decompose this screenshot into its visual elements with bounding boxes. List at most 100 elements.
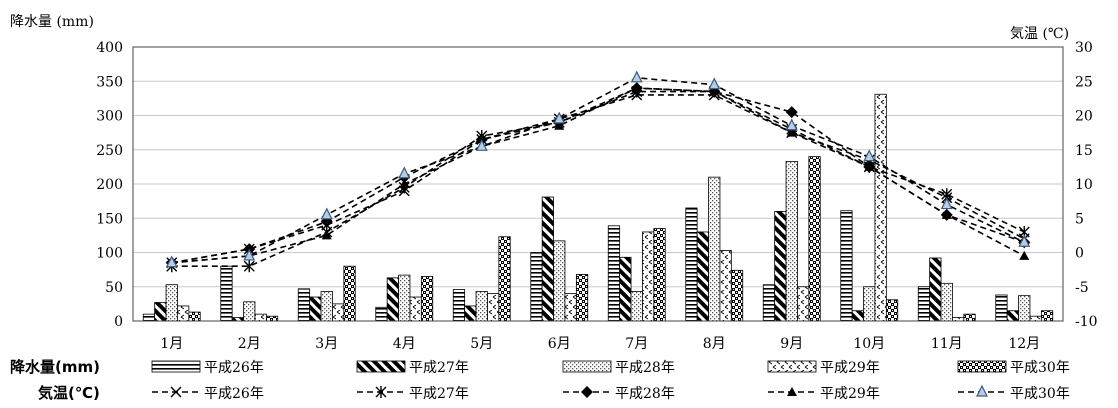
bar-平成27年 bbox=[929, 257, 942, 322]
point-平成30年 bbox=[940, 197, 953, 210]
point-平成29年 bbox=[399, 179, 410, 188]
bar-平成30年 bbox=[343, 265, 356, 322]
bar-平成30年 bbox=[885, 299, 899, 322]
left-tick-label: 150 bbox=[96, 211, 123, 227]
right-axis: -10 -5 0 5 10 15 20 25 30 bbox=[1075, 40, 1098, 330]
line-平成29年 bbox=[171, 87, 1025, 264]
bar-平成26年 bbox=[607, 225, 621, 322]
x-tick-label: 5月 bbox=[470, 336, 493, 352]
left-axis-title: 降水量 (mm) bbox=[10, 14, 94, 30]
x-tick-label: 6月 bbox=[548, 336, 571, 352]
point-平成28年 bbox=[785, 106, 798, 119]
x-tick-label: 2月 bbox=[238, 336, 261, 352]
bar-平成28年 bbox=[1018, 295, 1031, 322]
bar-平成29年 bbox=[487, 293, 500, 322]
point-平成30年 bbox=[785, 118, 798, 131]
right-tick-label: 10 bbox=[1075, 177, 1093, 193]
bar-平成29年 bbox=[564, 293, 577, 322]
right-tick-label: -10 bbox=[1075, 314, 1098, 330]
point-平成29年 bbox=[1019, 250, 1030, 260]
bar-平成29年 bbox=[642, 231, 655, 322]
x-tick-label: 12月 bbox=[1008, 336, 1040, 352]
bar-平成28年 bbox=[708, 176, 721, 322]
legend-label: 平成29年 bbox=[820, 360, 880, 376]
legend-swatch-平成26年 bbox=[151, 360, 201, 373]
left-tick-label: 300 bbox=[96, 109, 123, 125]
bar-平成27年 bbox=[774, 210, 787, 322]
legend-precip-heading: 降水量(mm) bbox=[10, 358, 100, 376]
bar-平成28年 bbox=[165, 284, 178, 322]
legend-marker-平成30年 bbox=[976, 384, 988, 397]
bar-平成30年 bbox=[808, 156, 821, 322]
legend-label: 平成30年 bbox=[1010, 386, 1070, 402]
legend-swatch-平成29年 bbox=[767, 360, 817, 373]
bar-平成26年 bbox=[840, 210, 853, 322]
legend-label: 平成27年 bbox=[409, 386, 469, 402]
bar-平成28年 bbox=[320, 291, 333, 322]
x-tick-label: 3月 bbox=[315, 336, 338, 352]
left-tick-label: 0 bbox=[114, 314, 123, 330]
legend-label: 平成30年 bbox=[1010, 360, 1070, 376]
point-平成30年 bbox=[708, 77, 721, 90]
bar-平成30年 bbox=[1040, 310, 1054, 322]
bar-平成28年 bbox=[475, 291, 488, 322]
point-平成30年 bbox=[553, 111, 566, 124]
right-tick-label: 25 bbox=[1075, 74, 1093, 90]
gridlines bbox=[133, 80, 1063, 288]
x-tick-label: 11月 bbox=[931, 336, 963, 352]
bar-平成30年 bbox=[265, 315, 279, 322]
x-axis: 1月 2月 3月 4月 5月 6月 7月 8月 9月 10月 11月 12月 bbox=[160, 336, 1040, 352]
bar-平成27年 bbox=[386, 277, 399, 322]
bar-平成30年 bbox=[498, 236, 511, 322]
legend-swatch-平成30年 bbox=[957, 360, 1007, 373]
right-tick-label: -5 bbox=[1075, 280, 1089, 296]
bar-平成26年 bbox=[530, 252, 543, 322]
legend-temp-heading: 気温(℃) bbox=[38, 384, 100, 402]
bar-平成28年 bbox=[553, 240, 566, 322]
precip-bars bbox=[142, 93, 1054, 322]
point-平成30年 bbox=[1018, 234, 1031, 247]
line-平成26年 bbox=[171, 94, 1025, 264]
right-tick-label: 20 bbox=[1075, 109, 1093, 125]
bar-平成26年 bbox=[375, 306, 388, 322]
right-tick-label: 15 bbox=[1075, 143, 1093, 159]
point-平成27年 bbox=[243, 260, 255, 273]
bar-平成29年 bbox=[177, 305, 190, 322]
bar-平成26年 bbox=[452, 289, 466, 322]
bar-平成26年 bbox=[917, 286, 931, 322]
line-平成27年 bbox=[171, 90, 1025, 268]
bar-平成30年 bbox=[730, 269, 744, 322]
x-tick-label: 10月 bbox=[853, 336, 885, 352]
right-tick-label: 5 bbox=[1075, 211, 1084, 227]
bar-平成29年 bbox=[874, 93, 887, 322]
point-平成30年 bbox=[320, 207, 333, 220]
left-tick-label: 350 bbox=[96, 74, 123, 90]
point-平成29年 bbox=[554, 120, 565, 130]
point-平成30年 bbox=[243, 248, 256, 261]
bar-平成30年 bbox=[188, 311, 201, 322]
bar-平成27年 bbox=[231, 317, 244, 322]
point-平成29年 bbox=[941, 209, 952, 219]
bar-平成27年 bbox=[464, 305, 477, 322]
x-tick-label: 9月 bbox=[780, 336, 803, 352]
bar-平成26年 bbox=[995, 294, 1008, 322]
bar-平成26年 bbox=[685, 207, 698, 322]
bar-平成28年 bbox=[398, 274, 411, 322]
point-平成30年 bbox=[863, 149, 876, 162]
legend-label: 平成26年 bbox=[204, 386, 264, 402]
left-tick-label: 50 bbox=[105, 280, 123, 296]
legend-swatch-平成28年 bbox=[562, 360, 612, 373]
bar-平成27年 bbox=[1006, 310, 1019, 322]
point-平成30年 bbox=[630, 70, 643, 83]
bar-平成27年 bbox=[696, 231, 709, 322]
bar-平成30年 bbox=[963, 313, 976, 322]
plot-frame bbox=[132, 46, 1064, 322]
bar-平成26年 bbox=[142, 313, 156, 322]
x-tick-label: 7月 bbox=[625, 336, 648, 352]
legend-label: 平成29年 bbox=[820, 386, 880, 402]
legend-label: 平成26年 bbox=[204, 360, 264, 376]
legend-marker-平成27年 bbox=[375, 386, 387, 398]
bar-平成30年 bbox=[420, 276, 434, 322]
point-平成29年 bbox=[321, 230, 332, 240]
